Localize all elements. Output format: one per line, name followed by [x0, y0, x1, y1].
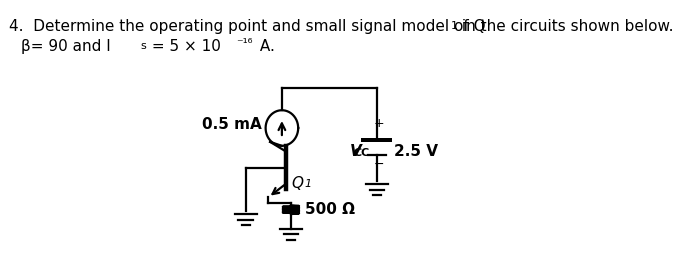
Text: −: −: [374, 158, 384, 171]
Text: V: V: [350, 144, 361, 159]
Text: s: s: [141, 41, 146, 51]
Text: A.: A.: [255, 39, 274, 54]
Text: 4.  Determine the operating point and small signal model of Q: 4. Determine the operating point and sma…: [8, 19, 485, 34]
Text: +: +: [373, 117, 384, 130]
Text: 2.5 V: 2.5 V: [394, 144, 438, 159]
Text: 1: 1: [451, 21, 458, 31]
Text: = 5 × 10: = 5 × 10: [147, 39, 221, 54]
Text: in the circuits shown below.: in the circuits shown below.: [456, 19, 673, 34]
Text: 1: 1: [304, 179, 312, 189]
Text: Q: Q: [292, 176, 304, 190]
Text: CC: CC: [354, 148, 370, 158]
Text: 500 Ω: 500 Ω: [305, 202, 356, 217]
Text: ⁻¹⁶: ⁻¹⁶: [236, 37, 252, 50]
Text: β= 90 and I: β= 90 and I: [21, 39, 111, 54]
Text: 0.5 mA: 0.5 mA: [202, 117, 262, 132]
